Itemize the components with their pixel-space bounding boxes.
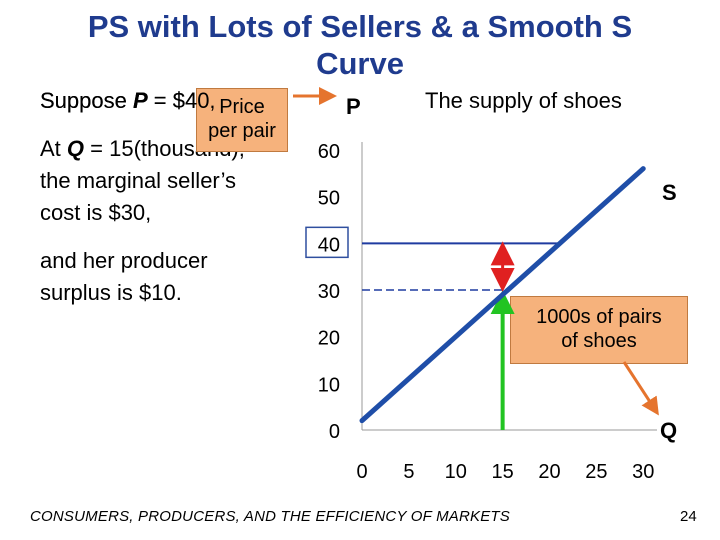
supply-curve <box>359 166 646 424</box>
text-line-4: cost is $30, <box>40 200 152 225</box>
y-tick-label: 20 <box>318 328 340 350</box>
slide-title: PS with Lots of Sellers & a Smooth S Cur… <box>87 9 633 81</box>
quantity-callout: 1000s of pairs of shoes <box>510 296 688 364</box>
price-axis-label: P <box>346 94 361 119</box>
quantity-callout-line2: of shoes <box>561 330 637 352</box>
y-axis-ticks: 0 10 20 30 40 50 60 <box>318 141 340 443</box>
slide-footer: CONSUMERS, PRODUCERS, AND THE EFFICIENCY… <box>30 508 510 525</box>
y-tick-label: 0 <box>329 421 340 443</box>
y-tick-label: 40 <box>318 234 340 256</box>
quantity-axis-label: Q <box>660 418 677 443</box>
quantity-callout-arrow <box>622 361 659 416</box>
x-tick-label: 30 <box>632 461 654 483</box>
page-number: 24 <box>680 508 697 525</box>
line1-var: P <box>132 88 148 113</box>
supply-curve-label: S <box>662 180 677 205</box>
line2-var: Q <box>66 136 85 161</box>
line2-prefix: At <box>40 136 67 161</box>
x-tick-label: 15 <box>492 461 514 483</box>
text-line-6: surplus is $10. <box>40 280 182 305</box>
text-line-5: and her producer <box>40 248 208 273</box>
x-tick-label: 5 <box>403 461 414 483</box>
line1-prefix: Suppose <box>40 88 133 113</box>
x-tick-label: 25 <box>585 461 607 483</box>
price-callout-line2: per pair <box>208 120 276 142</box>
y-tick-label: 30 <box>318 281 340 303</box>
y-tick-label: 10 <box>318 374 340 396</box>
price-callout: Price per pair <box>196 88 288 152</box>
y-tick-label: 50 <box>318 188 340 210</box>
text-line-3: the marginal seller’s <box>40 168 237 193</box>
x-axis-ticks: 0 5 10 15 20 25 30 <box>356 461 654 483</box>
chart-title: The supply of shoes <box>425 88 622 113</box>
price-tick-highlight <box>305 226 349 259</box>
x-tick-label: 0 <box>356 461 367 483</box>
x-tick-label: 20 <box>538 461 560 483</box>
quantity-callout-line1: 1000s of pairs <box>536 306 662 328</box>
x-tick-label: 10 <box>445 461 467 483</box>
y-tick-label: 60 <box>318 141 340 163</box>
price-callout-line1: Price <box>219 96 265 118</box>
